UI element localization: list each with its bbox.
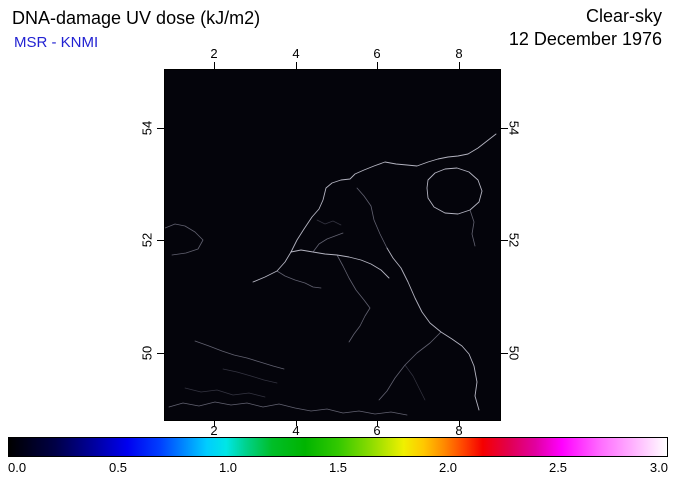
lon-tick-top-4	[296, 62, 297, 69]
map-feature-river-weser-tail	[469, 209, 476, 247]
map-area	[164, 69, 501, 421]
map-canvas	[165, 133, 497, 416]
map-feature-river-ijssel	[356, 187, 388, 249]
colorbar-label-30: 3.0	[649, 460, 668, 475]
lat-label-left-54: 54	[139, 120, 155, 136]
lon-label-top-8: 8	[455, 46, 463, 61]
lat-label-right-54: 54	[506, 120, 522, 136]
colorbar-label-20: 2.0	[438, 460, 458, 475]
lon-tick-bottom-4	[296, 421, 297, 426]
lon-tick-top-2	[214, 62, 215, 69]
map-feature-river-saar	[404, 364, 426, 401]
lon-tick-bottom-8	[459, 421, 460, 426]
colorbar-gradient	[8, 437, 668, 457]
map-feature-rivers-france-1	[194, 340, 285, 370]
map-feature-coast-netherlands	[252, 133, 497, 283]
lon-tick-bottom-6	[377, 421, 378, 426]
condition-label: Clear-sky	[585, 6, 662, 26]
lon-label-bottom-6: 6	[373, 423, 381, 438]
source-label: MSR - KNMI	[14, 34, 99, 51]
lat-tick-right-52	[501, 240, 508, 241]
lat-label-left-50: 50	[139, 345, 155, 361]
lon-label-bottom-4: 4	[292, 423, 300, 438]
lat-tick-left-52	[157, 240, 164, 241]
colorbar-label-15: 1.5	[328, 460, 348, 475]
map-feature-river-moselle	[378, 331, 442, 401]
lat-label-right-52: 52	[506, 232, 522, 248]
lat-label-left-52: 52	[139, 232, 155, 248]
lat-tick-right-50	[501, 353, 508, 354]
map-feature-coast-east-anglia	[165, 223, 204, 256]
lat-label-right-50: 50	[506, 345, 522, 361]
plot-title: DNA-damage UV dose (kJ/m2)	[12, 8, 261, 28]
map-feature-zuiderzee-lines	[316, 219, 342, 226]
map-feature-delta-branch	[312, 232, 344, 253]
map-feature-rhine-meuse-delta	[290, 249, 390, 279]
date-label: 12 December 1976	[508, 29, 662, 49]
map-feature-rivers-france-2	[222, 368, 278, 384]
map-feature-river-meuse	[336, 254, 371, 343]
map-feature-river-scheldt	[276, 270, 322, 289]
colorbar-label-0: 0.0	[8, 460, 27, 475]
colorbar-label-05: 0.5	[108, 460, 128, 475]
lon-label-top-4: 4	[292, 46, 300, 61]
lon-tick-top-6	[377, 62, 378, 69]
lon-label-bottom-2: 2	[210, 423, 218, 438]
lat-tick-left-54	[157, 128, 164, 129]
colorbar-label-10: 1.0	[218, 460, 238, 475]
lat-tick-right-54	[501, 128, 508, 129]
map-feature-river-rhine	[386, 247, 480, 411]
colorbar-label-25: 2.5	[548, 460, 568, 475]
lon-tick-top-8	[459, 62, 460, 69]
map-feature-rivers-loop-nw-germany	[426, 167, 483, 215]
map-feature-river-bottom	[168, 401, 408, 416]
lon-label-top-6: 6	[373, 46, 381, 61]
lon-tick-bottom-2	[214, 421, 215, 426]
lon-label-top-2: 2	[210, 46, 218, 61]
lat-tick-left-50	[157, 353, 164, 354]
lon-label-bottom-8: 8	[455, 423, 463, 438]
map-feature-rivers-france-3	[184, 387, 266, 398]
